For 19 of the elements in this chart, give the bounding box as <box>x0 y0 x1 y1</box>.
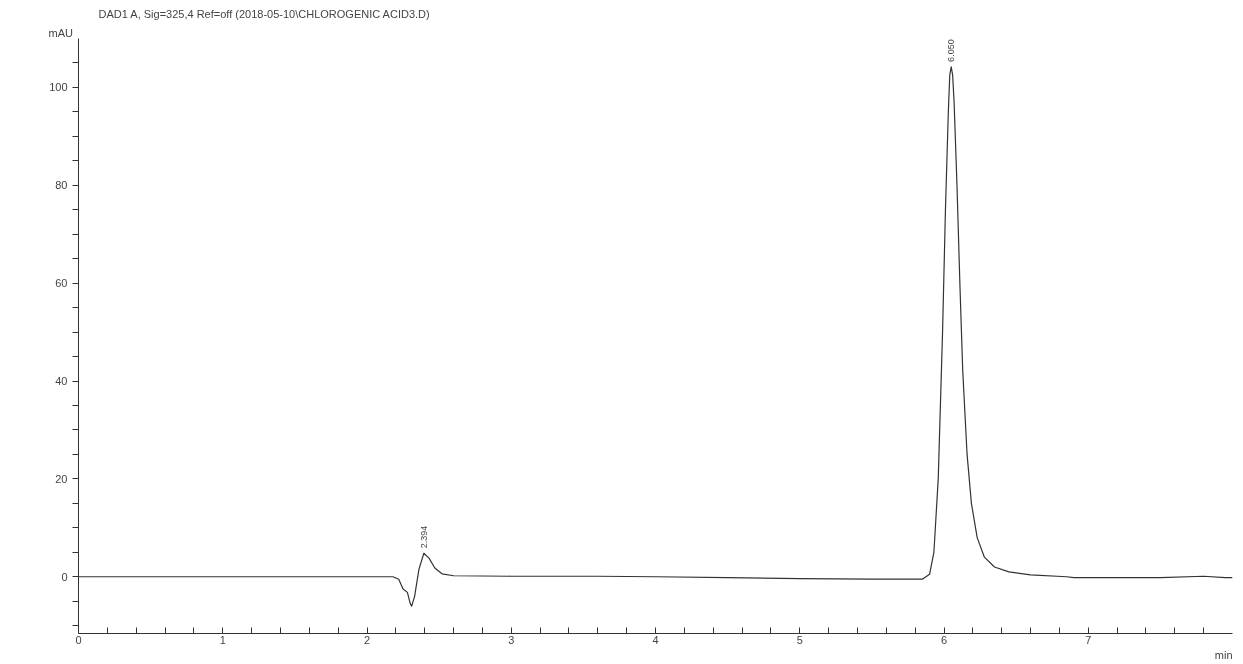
x-tick-label: 4 <box>652 633 659 646</box>
chart-title: DAD1 A, Sig=325,4 Ref=off (2018-05-10\CHLOROGENIC ACID3.D) <box>98 7 430 20</box>
x-tick-label: 2 <box>363 633 371 646</box>
y-tick-label: 100 <box>49 81 68 94</box>
y-axis-title: mAU <box>48 26 73 39</box>
annotation: 6.050 <box>946 39 957 62</box>
x-tick-label: 5 <box>796 633 803 646</box>
y-tick-label: 40 <box>55 375 68 388</box>
x-tick-label: 3 <box>508 633 515 646</box>
x-tick-label: 6 <box>940 633 948 646</box>
x-axis-title: min <box>1214 648 1233 661</box>
y-tick-label: 20 <box>55 472 68 485</box>
x-tick-label: 0 <box>75 633 82 646</box>
y-tick-label: 0 <box>61 570 68 583</box>
x-tick-label: 1 <box>219 633 226 646</box>
y-tick-label: 60 <box>55 277 68 290</box>
annotation: 2.394 <box>418 525 429 549</box>
x-tick-label: 7 <box>1085 633 1092 646</box>
y-tick-label: 80 <box>55 179 68 192</box>
